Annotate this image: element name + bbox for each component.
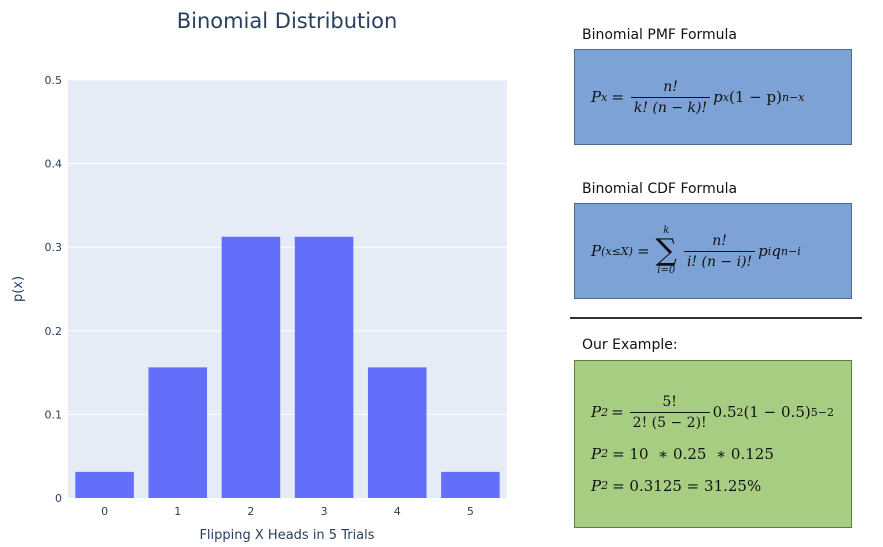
pmf-heading: Binomial PMF Formula	[582, 27, 738, 43]
cdf-numerator: n!	[712, 232, 727, 249]
chart-title: Binomial Distribution	[177, 9, 398, 33]
plot-area	[68, 80, 507, 498]
bar-1	[148, 367, 208, 498]
ex2-rhs: = 10 ∗ 0.25 ∗ 0.125	[612, 444, 774, 463]
ex1-denominator: 2! (5 − 2)!	[629, 411, 710, 431]
pmf-p-exponent: x	[722, 90, 729, 104]
y-tick-label: 0.2	[45, 325, 63, 338]
example-heading: Our Example:	[582, 337, 678, 353]
bars	[75, 236, 500, 498]
pmf-fraction: n! k! (n − k)!	[630, 78, 711, 116]
pmf-equals: =	[611, 88, 624, 106]
sum-upper-limit: k	[663, 225, 670, 236]
x-tick-label: 5	[467, 505, 474, 518]
cdf-q-exponent: n−i	[780, 244, 801, 258]
ex1-lhs: P	[591, 403, 602, 421]
y-tick-label: 0.5	[45, 74, 63, 87]
ex2-lhs-sub: 2	[601, 447, 609, 460]
ex1-fraction: 5! 2! (5 − 2)!	[629, 393, 710, 431]
bar-3	[294, 236, 354, 498]
cdf-lhs-sub: (x≤X)	[601, 244, 633, 258]
ex2-lhs: P	[591, 444, 602, 463]
y-tick-label: 0.3	[45, 241, 63, 254]
cdf-lhs: P	[591, 242, 602, 260]
cdf-equals: =	[636, 242, 650, 260]
x-tick-label: 4	[394, 505, 401, 518]
x-tick-label: 2	[247, 505, 254, 518]
gridlines	[68, 79, 507, 415]
y-axis-label: p(x)	[11, 276, 26, 302]
ex3-lhs-sub: 2	[601, 479, 609, 492]
cdf-p: p	[758, 242, 768, 260]
bar-4	[367, 367, 427, 498]
bar-2	[221, 236, 281, 498]
ex3-lhs: P	[591, 476, 602, 495]
x-tick-label: 0	[101, 505, 108, 518]
y-tick-label: 0.4	[45, 158, 63, 171]
x-tick-label: 3	[321, 505, 328, 518]
ex1-lhs-sub: 2	[601, 405, 609, 419]
y-axis-ticks: 0 0.1 0.2 0.3 0.4 0.5	[45, 74, 63, 505]
pmf-lhs-sub: x	[601, 90, 608, 104]
ex1-base: 0.5	[712, 403, 737, 421]
pmf-denominator: k! (n − k)!	[630, 96, 711, 116]
pmf-tail: (1 − p)	[728, 88, 782, 106]
bar-5	[441, 471, 500, 498]
cdf-fraction: n! i! (n − i)!	[683, 232, 756, 270]
x-axis-label: Flipping X Heads in 5 Trials	[199, 528, 374, 543]
cdf-denominator: i! (n − i)!	[683, 250, 756, 270]
cdf-q: q	[771, 242, 781, 260]
pmf-lhs: P	[591, 88, 602, 106]
ex1-tail: (1 − 0.5)	[743, 403, 811, 421]
pmf-numerator: n!	[663, 78, 678, 95]
section-divider	[570, 317, 862, 319]
sum-lower-limit: i=0	[657, 265, 676, 276]
sigma-icon: ∑	[655, 233, 677, 268]
bar-0	[75, 471, 134, 498]
ex1-equals: =	[611, 403, 624, 421]
ex1-tail-exponent: 5−2	[810, 405, 834, 419]
cdf-p-exponent: i	[767, 244, 772, 258]
bar-chart: Binomial Distribution 0 0.1 0.2 0.3 0.4 0.5 0…	[11, 9, 507, 543]
cdf-formula-box: P (x≤X) = k ∑ i=0 n! i! (n − i)! p i q n−i	[574, 203, 852, 299]
y-tick-label: 0	[55, 492, 62, 505]
summation: k ∑ i=0	[656, 226, 677, 276]
ex1-numerator: 5!	[662, 393, 677, 410]
cdf-heading: Binomial CDF Formula	[582, 181, 738, 197]
pmf-tail-exponent: n−x	[781, 90, 805, 104]
y-tick-label: 0.1	[45, 408, 63, 421]
ex3-rhs: = 0.3125 = 31.25%	[612, 476, 762, 495]
ex1-base-exponent: 2	[736, 405, 744, 419]
x-axis-ticks: 0 1 2 3 4 5	[101, 505, 474, 518]
x-tick-label: 1	[174, 505, 181, 518]
pmf-p: p	[713, 88, 723, 106]
